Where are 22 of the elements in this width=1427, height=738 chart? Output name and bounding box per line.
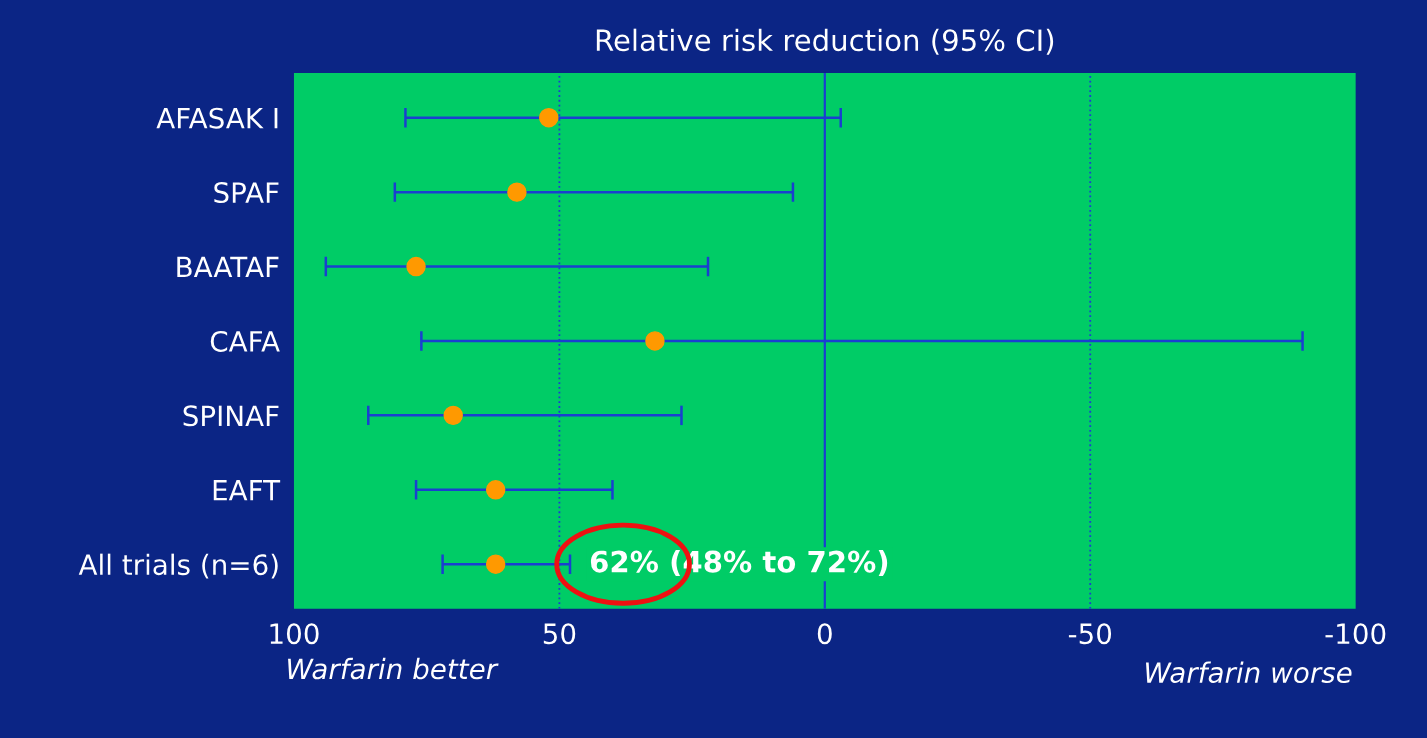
x-tick-label: 100 [270,623,319,645]
y-tick-label: EAFT [213,480,281,501]
x-tick-label: -100 [1325,623,1386,645]
x-tick-label: -50 [1068,623,1112,645]
point [485,480,506,500]
y-tick-label: All trials (n=6) [78,553,278,579]
point [443,405,463,426]
y-tick-label: AFASAK I [156,107,278,129]
text: Warfarin better [288,657,499,680]
y-tick-label: CAFA [210,330,280,352]
y-tick-label: BAATAF [177,256,279,278]
y-tick-label: SPAF [214,182,279,204]
y-tick-label: SPINAF [183,405,279,427]
point [539,107,559,128]
point [645,331,665,351]
x-tick-label: 0 [817,623,832,645]
point [507,182,527,202]
text: Warfarin worse [1146,661,1352,684]
point [485,554,506,574]
chart-title: Relative risk reduction (95% CI) [596,28,1054,55]
x-tick-label: 50 [543,623,576,645]
point [406,256,426,277]
